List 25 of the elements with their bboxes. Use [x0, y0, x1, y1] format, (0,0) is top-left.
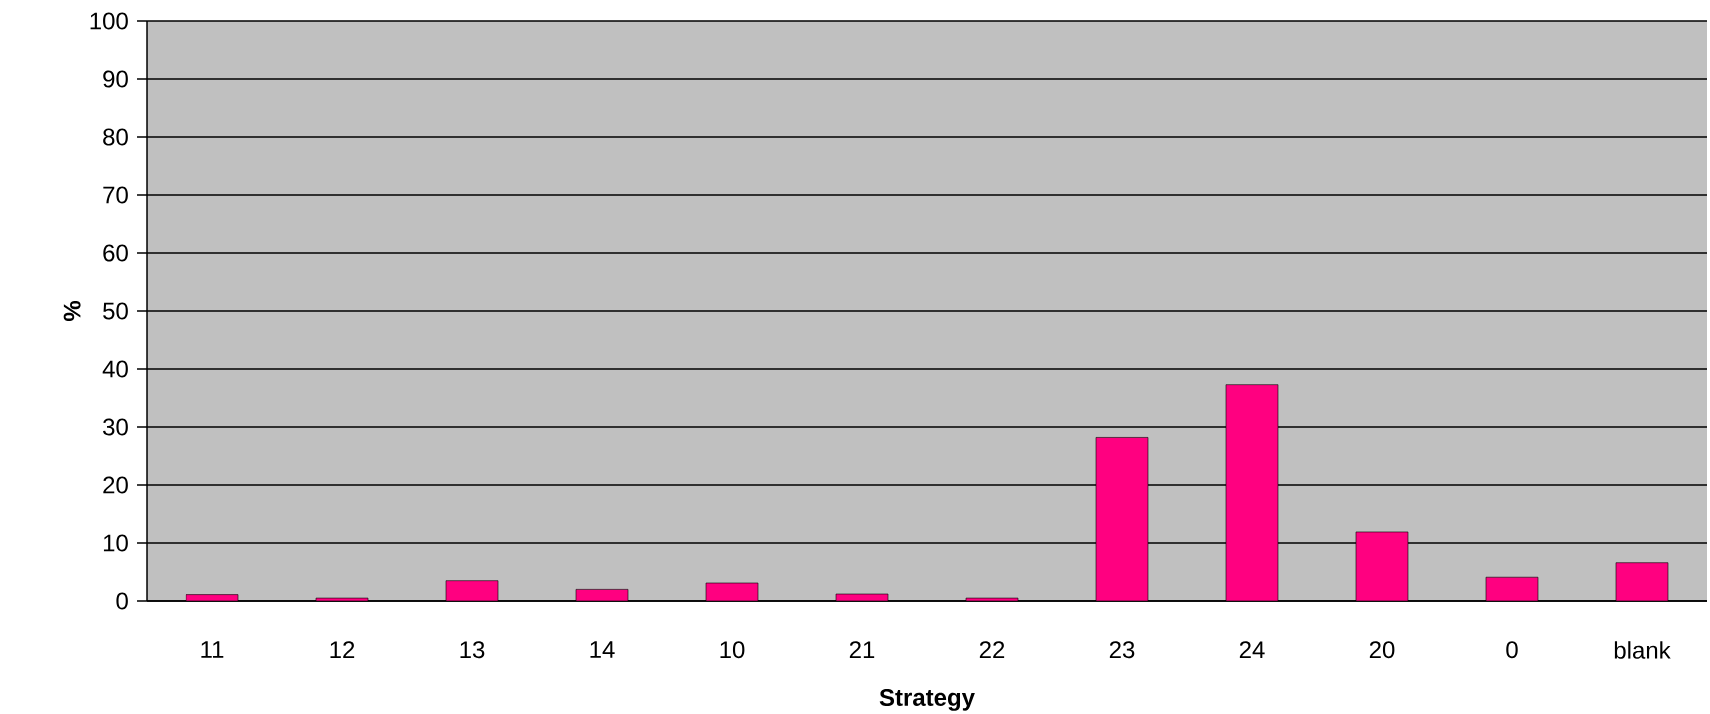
x-tick-label: blank	[1614, 641, 1671, 659]
y-tick-label: 40	[102, 360, 128, 378]
x-tick-label: 14	[590, 641, 615, 658]
y-tick-label: 100	[90, 12, 128, 30]
y-tick-label: 70	[103, 186, 128, 204]
x-tick-label: 0	[1506, 641, 1518, 659]
y-axis-title: %	[63, 300, 81, 322]
y-tick-label: 0	[116, 592, 128, 610]
x-tick-label: 10	[720, 641, 745, 659]
x-tick-label: 22	[979, 641, 1005, 658]
y-tick-label: 50	[103, 302, 128, 320]
x-tick-label: 20	[1369, 641, 1395, 659]
x-tick-label: 13	[460, 641, 485, 659]
x-axis-title: Strategy	[879, 689, 975, 711]
x-tick-label: 11	[201, 641, 224, 658]
y-tick-label: 30	[103, 418, 128, 436]
y-tick-label: 90	[103, 70, 128, 88]
x-tick-label: 24	[1239, 641, 1265, 658]
y-tick-label: 20	[103, 476, 128, 494]
x-tick-label: 21	[849, 641, 875, 658]
y-tick-label: 60	[103, 244, 128, 262]
x-tick-label: 23	[1109, 641, 1135, 659]
x-tick-label: 12	[330, 641, 355, 658]
y-tick-label: 10	[103, 534, 128, 552]
y-tick-label: 80	[103, 128, 128, 146]
